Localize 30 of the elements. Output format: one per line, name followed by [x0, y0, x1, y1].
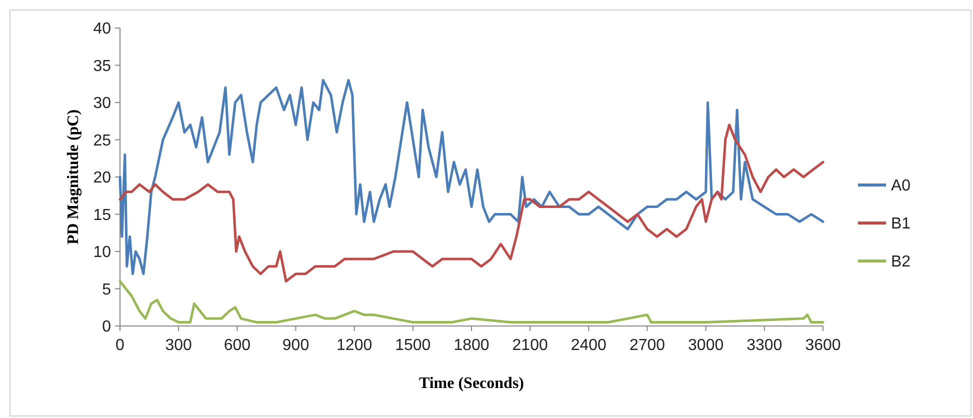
legend-label: A0 [891, 178, 911, 195]
y-tick-label: 25 [93, 132, 112, 150]
x-axis-title: Time (Seconds) [418, 375, 524, 392]
x-tick-label: 1500 [395, 337, 431, 354]
y-axis-title: PD Magnitude (pC) [65, 109, 82, 245]
y-tick-label: 10 [93, 244, 112, 262]
y-tick-label: 0 [102, 318, 112, 336]
x-tick-label: 1200 [336, 337, 372, 354]
x-tick-label: 2400 [570, 337, 607, 354]
x-tick-label: 2700 [629, 337, 666, 354]
y-tick-label: 20 [93, 170, 112, 187]
y-tick-label: 5 [102, 281, 112, 298]
y-tick-label: 30 [93, 95, 112, 112]
y-tick-label: 35 [93, 58, 112, 75]
line-series [118, 280, 824, 324]
line-series [118, 78, 824, 276]
x-tick-label: 3600 [805, 337, 841, 354]
legend-label: B2 [891, 254, 911, 271]
y-tick-label: 15 [93, 206, 112, 224]
x-tick-label: 0 [116, 337, 125, 354]
x-tick-label: 300 [165, 337, 192, 354]
x-tick-label: 900 [282, 337, 310, 354]
x-tick-label: 3300 [746, 337, 782, 354]
legend-label: B1 [891, 216, 911, 233]
x-tick-label: 3000 [688, 337, 724, 354]
x-tick-label: 2100 [512, 337, 548, 354]
y-tick-label: 40 [93, 20, 112, 38]
x-tick-label: 600 [224, 337, 251, 354]
line-series [118, 124, 824, 283]
x-tick-label: 1800 [454, 337, 490, 354]
